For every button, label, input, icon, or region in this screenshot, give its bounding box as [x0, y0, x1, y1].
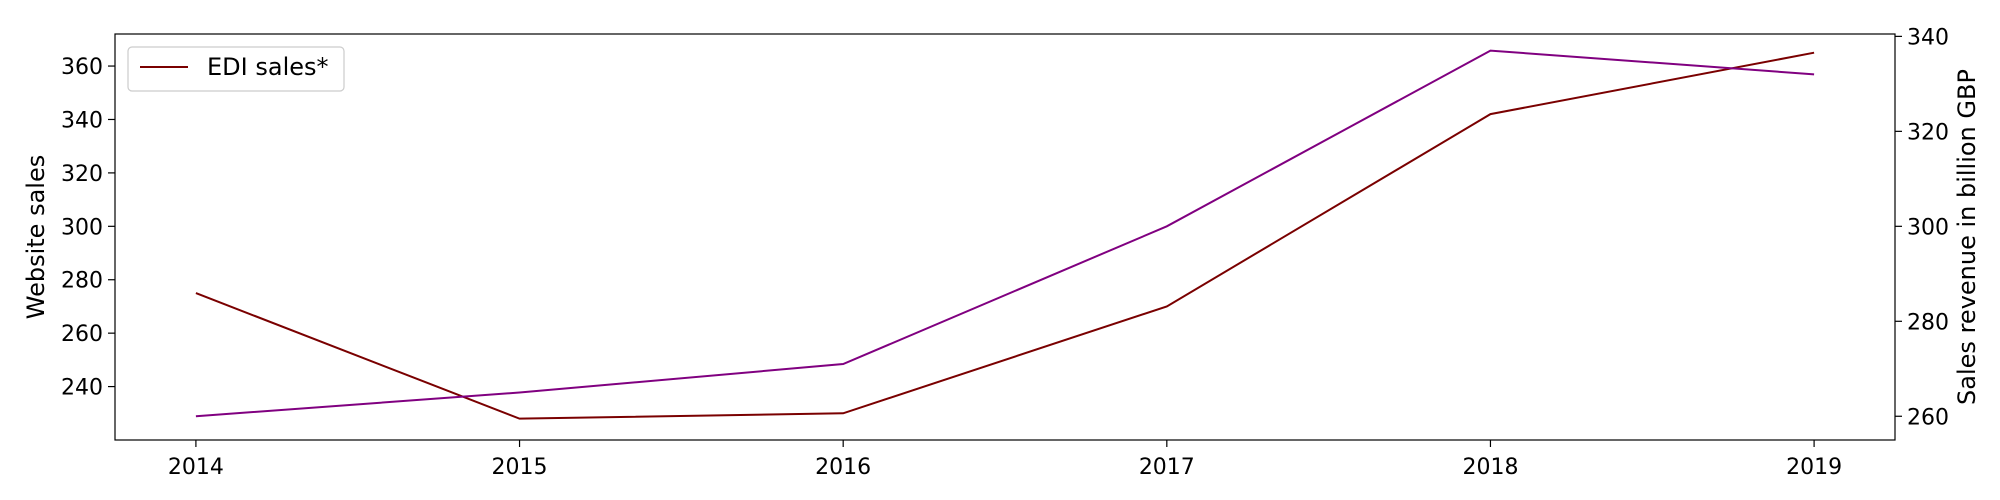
y-left-tick-label-360: 360 — [61, 55, 103, 80]
x-tick-label-2014: 2014 — [168, 455, 224, 480]
y-right-tick-label-300: 300 — [1907, 215, 1949, 240]
legend: EDI sales* — [127, 46, 345, 92]
legend-box — [127, 46, 345, 92]
y-right-tick-label-280: 280 — [1907, 310, 1949, 335]
x-tick-label-2016: 2016 — [815, 455, 871, 480]
y-left-tick-label-260: 260 — [61, 322, 103, 347]
y-left-axis-title: Website sales — [22, 155, 50, 319]
y-right-tick-label-320: 320 — [1907, 120, 1949, 145]
y-right-tick-label-340: 340 — [1907, 25, 1949, 50]
y-right-axis: 260 280 300 320 340 — [1895, 25, 1949, 430]
y-left-tick-label-340: 340 — [61, 108, 103, 133]
x-tick-label-2017: 2017 — [1139, 455, 1195, 480]
y-right-axis-title: Sales revenue in billion GBP — [1953, 69, 1981, 405]
y-left-tick-label-240: 240 — [61, 376, 103, 401]
legend-label-edi-sales: EDI sales* — [207, 53, 329, 81]
y-left-tick-label-280: 280 — [61, 269, 103, 294]
series-lines — [195, 49, 1815, 420]
y-left-tick-label-320: 320 — [61, 162, 103, 187]
y-left-axis: 240 260 280 300 320 340 360 — [61, 55, 115, 401]
x-tick-label-2015: 2015 — [492, 455, 548, 480]
series-line-edi-sales — [195, 51, 1815, 420]
y-left-tick-label-300: 300 — [61, 215, 103, 240]
x-axis: 2014 2015 2016 2017 2018 2019 — [168, 440, 1842, 480]
x-tick-label-2019: 2019 — [1786, 455, 1842, 480]
plot-frame — [114, 33, 1896, 441]
series-line-series-1 — [195, 49, 1815, 418]
x-tick-label-2018: 2018 — [1462, 455, 1518, 480]
y-right-tick-label-260: 260 — [1907, 405, 1949, 430]
